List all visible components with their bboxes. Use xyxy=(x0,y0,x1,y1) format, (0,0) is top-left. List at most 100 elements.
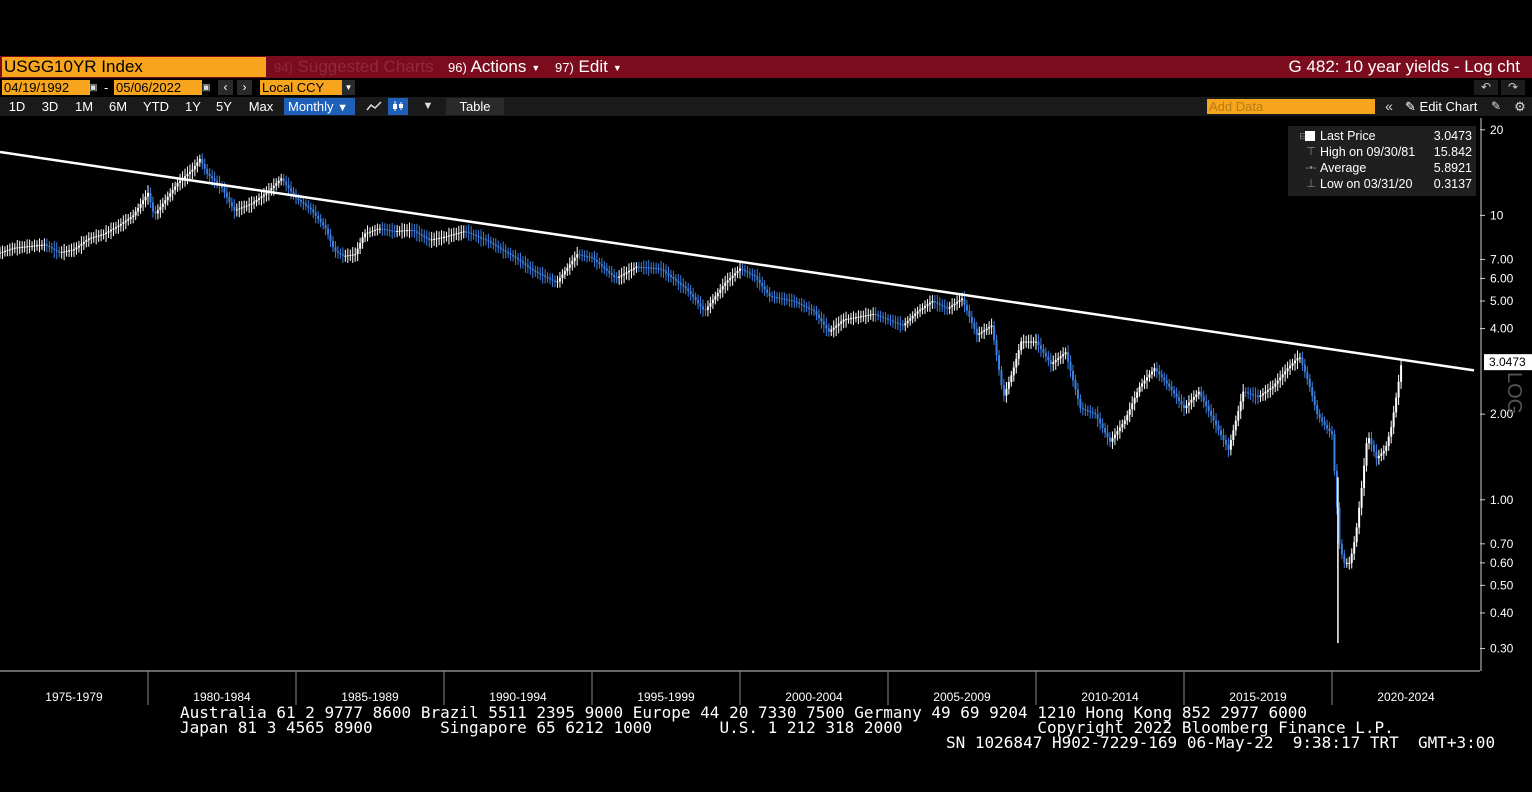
candle-body xyxy=(260,196,263,199)
range-1d[interactable]: 1D xyxy=(8,99,26,114)
candle-body xyxy=(1301,357,1304,365)
candle-body xyxy=(1113,434,1116,439)
candle-body xyxy=(665,271,667,274)
candle-body xyxy=(507,251,510,254)
candle-body xyxy=(174,186,177,190)
candle-body xyxy=(58,251,61,253)
range-6m[interactable]: 6M xyxy=(108,99,128,114)
candle-body xyxy=(1385,445,1388,452)
candle-body xyxy=(1049,360,1052,365)
chart-title: G 482: 10 year yields - Log cht xyxy=(1288,57,1520,76)
candle-body xyxy=(857,316,860,318)
prev-period-button[interactable]: ‹ xyxy=(218,80,233,95)
redo-icon[interactable]: ↷ xyxy=(1501,80,1525,95)
candle-body xyxy=(1183,404,1185,409)
candle-body xyxy=(1372,444,1375,452)
chevron-down-icon[interactable]: ▼ xyxy=(342,80,355,95)
candle-body xyxy=(1353,542,1356,554)
candle-body xyxy=(1153,368,1156,372)
add-data-input[interactable]: Add Data xyxy=(1207,99,1375,114)
candle-body xyxy=(1215,420,1218,426)
collapse-icon[interactable]: « xyxy=(1385,98,1393,114)
candle-body xyxy=(687,288,690,292)
candle-body xyxy=(1370,438,1373,445)
range-1m[interactable]: 1M xyxy=(74,99,94,114)
chevron-down-icon[interactable]: ▼ xyxy=(422,100,434,112)
next-period-button[interactable]: › xyxy=(237,80,252,95)
candle-body xyxy=(1057,358,1060,361)
candle-body xyxy=(366,232,369,234)
calendar-icon[interactable]: ▣ xyxy=(89,82,98,92)
high-marker-icon: ⊤ xyxy=(1306,146,1316,158)
footer-session-line: SN 1026847 H902-7229-169 06-May-22 9:38:… xyxy=(946,733,1496,752)
candle-body xyxy=(1039,345,1042,350)
candle-body xyxy=(1086,410,1089,412)
candle-body xyxy=(655,268,658,270)
candle-body xyxy=(805,306,808,308)
candle-body xyxy=(45,244,48,246)
candle-body xyxy=(1123,420,1126,425)
candle-body xyxy=(672,276,675,279)
candle-body xyxy=(1128,409,1131,415)
collapse-box-icon[interactable]: ⊟ xyxy=(1299,131,1307,141)
candle-body xyxy=(307,205,310,208)
candle-body xyxy=(1180,400,1183,405)
currency-select[interactable]: Local CCY xyxy=(260,80,342,95)
candle-body xyxy=(1244,391,1247,393)
candle-body xyxy=(332,240,334,248)
suggested-charts-menu[interactable]: 94) Suggested Charts xyxy=(274,57,434,77)
security-ticker[interactable]: USGG10YR Index xyxy=(2,57,266,77)
range-max[interactable]: Max xyxy=(248,99,274,114)
candle-body xyxy=(1340,543,1343,555)
range-1y[interactable]: 1Y xyxy=(185,99,201,114)
candle-body xyxy=(517,257,519,260)
candle-body xyxy=(1118,427,1121,432)
candle-body xyxy=(369,231,371,233)
candle-body xyxy=(862,315,865,317)
end-date-field[interactable]: 05/06/2022 xyxy=(114,80,202,95)
candle-body xyxy=(578,254,581,256)
candle-body xyxy=(245,205,248,207)
candle-body xyxy=(48,245,51,248)
candle-body xyxy=(243,206,246,208)
candle-body xyxy=(487,240,490,242)
candle-body xyxy=(1002,385,1005,396)
line-chart-icon[interactable] xyxy=(363,98,385,115)
actions-menu[interactable]: 96) Actions ▼ xyxy=(448,57,540,77)
candle-body xyxy=(768,292,771,297)
candle-body xyxy=(931,300,934,303)
log-scale-label: LOG xyxy=(1503,372,1525,414)
range-5y[interactable]: 5Y xyxy=(216,99,232,114)
candle-body xyxy=(938,303,941,305)
range-ytd[interactable]: YTD xyxy=(143,99,169,114)
candle-body xyxy=(850,318,852,320)
gear-icon[interactable]: ⚙ xyxy=(1514,99,1526,114)
candle-body xyxy=(583,255,586,257)
candle-body xyxy=(936,302,939,304)
candle-body xyxy=(378,228,381,230)
calendar-icon[interactable]: ▣ xyxy=(202,82,211,92)
undo-icon[interactable]: ↶ xyxy=(1474,80,1498,95)
candle-body xyxy=(287,184,290,189)
candle-body xyxy=(1007,382,1010,389)
range-3d[interactable]: 3D xyxy=(41,99,59,114)
y-tick-label: 6.00 xyxy=(1490,271,1514,285)
candle-body xyxy=(645,267,648,269)
candle-body xyxy=(280,178,283,181)
candle-body xyxy=(1047,356,1050,361)
candle-body xyxy=(1133,397,1136,404)
edit-chart-button[interactable]: ✎ Edit Chart xyxy=(1405,98,1477,115)
table-button[interactable]: Table xyxy=(446,98,504,115)
annotate-icon[interactable]: ✎ xyxy=(1490,99,1502,113)
candle-body xyxy=(302,201,305,204)
start-date-field[interactable]: 04/19/1992 xyxy=(2,80,90,95)
candle-body xyxy=(1084,409,1087,411)
candlestick-icon[interactable] xyxy=(388,98,408,115)
candle-body xyxy=(975,328,978,335)
x-tick-label: 1980-1984 xyxy=(193,690,251,704)
edit-menu[interactable]: 97) Edit ▼ xyxy=(555,57,622,77)
frequency-select[interactable]: Monthly ▼ xyxy=(284,98,355,115)
candle-body xyxy=(1350,553,1353,563)
candle-body xyxy=(351,254,354,256)
candle-body xyxy=(319,218,322,223)
